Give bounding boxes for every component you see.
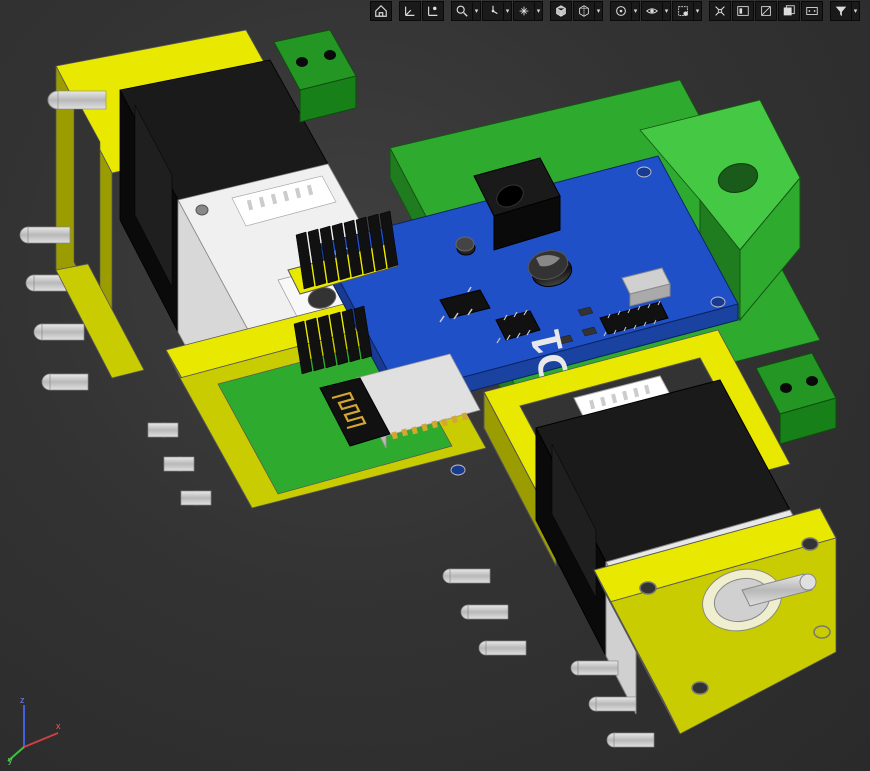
filter-button[interactable] (830, 1, 852, 21)
zoom-button[interactable] (451, 1, 473, 21)
zoom-icon (455, 4, 469, 18)
axis-gizmo: z x y (6, 695, 66, 765)
orbit-button[interactable] (482, 1, 504, 21)
orbit-dropdown[interactable]: ▾ (504, 1, 512, 21)
model-svg: D1 (0, 0, 870, 771)
pan-button[interactable] (513, 1, 535, 21)
pan-dropdown[interactable]: ▾ (535, 1, 543, 21)
lib-button[interactable] (732, 1, 754, 21)
home-button[interactable] (370, 1, 392, 21)
zoom-dropdown[interactable]: ▾ (473, 1, 481, 21)
vis2-dropdown[interactable]: ▾ (663, 1, 671, 21)
select-icon (676, 4, 690, 18)
filter-dropdown[interactable]: ▾ (852, 1, 860, 21)
fx1-icon (782, 4, 796, 18)
vis3-dropdown[interactable]: ▾ (694, 1, 702, 21)
cube-icon (554, 4, 568, 18)
grid-icon (426, 4, 440, 18)
eye-icon (645, 4, 659, 18)
fx2-button[interactable] (801, 1, 823, 21)
axis-icon (403, 4, 417, 18)
layers-icon (614, 4, 628, 18)
snap-button[interactable] (709, 1, 731, 21)
coord2-button[interactable] (422, 1, 444, 21)
mat-icon (759, 4, 773, 18)
mat-button[interactable] (755, 1, 777, 21)
model-canvas[interactable]: D1 (0, 0, 870, 771)
shade-icon (577, 4, 591, 18)
shade-button[interactable] (573, 1, 595, 21)
cube-button[interactable] (550, 1, 572, 21)
y-axis-label: y (8, 755, 13, 765)
funnel-icon (834, 4, 848, 18)
lib-icon (736, 4, 750, 18)
vis3-button[interactable] (672, 1, 694, 21)
vis1-button[interactable] (610, 1, 632, 21)
x-axis-label: x (56, 721, 61, 731)
z-axis-label: z (20, 695, 25, 705)
view-toolbar: ▾ ▾ ▾ ▾ ▾ ▾ (0, 0, 870, 22)
snap-icon (713, 4, 727, 18)
cad-viewport[interactable]: ▾ ▾ ▾ ▾ ▾ ▾ (0, 0, 870, 771)
fx1-button[interactable] (778, 1, 800, 21)
toolbar-group: ▾ ▾ ▾ ▾ ▾ ▾ (369, 0, 860, 22)
right-motor-assembly (443, 330, 836, 747)
shade-dropdown[interactable]: ▾ (595, 1, 603, 21)
coord1-button[interactable] (399, 1, 421, 21)
home-icon (374, 4, 388, 18)
orbit-icon (486, 4, 500, 18)
vis2-button[interactable] (641, 1, 663, 21)
vis1-dropdown[interactable]: ▾ (632, 1, 640, 21)
pan-icon (517, 4, 531, 18)
fx2-icon (805, 4, 819, 18)
